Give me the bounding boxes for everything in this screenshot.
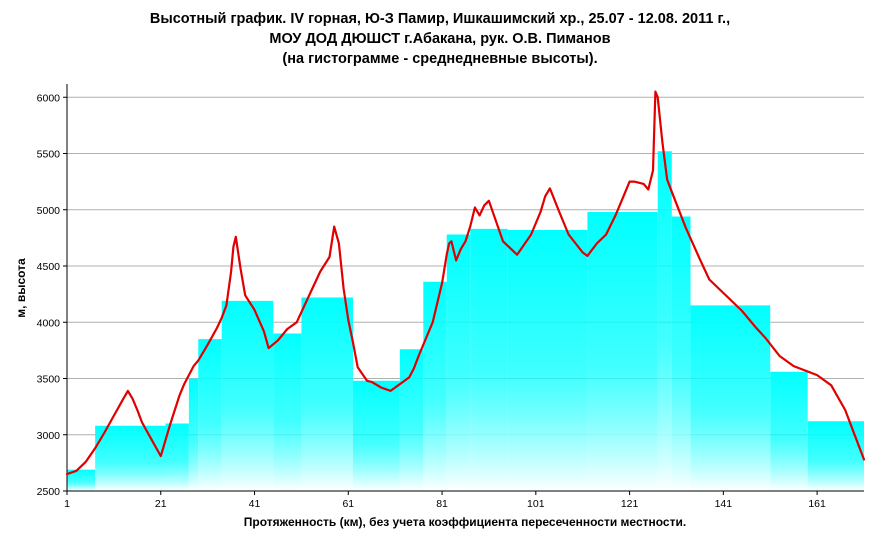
bar-series: [67, 151, 864, 491]
histogram-bar: [657, 151, 672, 491]
y-axis-label: м, высота: [14, 258, 28, 318]
histogram-bar: [352, 380, 400, 491]
x-tick-label: 61: [342, 498, 354, 510]
elevation-line: [65, 90, 866, 476]
y-tick-label: 5500: [37, 149, 61, 161]
axes: [66, 84, 864, 492]
x-tick-label: 101: [527, 498, 545, 510]
y-tick-label: 4000: [37, 317, 61, 329]
histogram-bar: [690, 305, 771, 491]
histogram-bar: [507, 230, 588, 491]
histogram-bar: [807, 421, 864, 491]
x-axis-label: Протяженность (км), без учета коэффициен…: [244, 515, 686, 529]
histogram-bar: [470, 228, 508, 491]
chart-title-line-3: (на гистограмме - среднедневные высоты).: [282, 51, 598, 67]
y-tick-label: 6000: [37, 92, 61, 104]
histogram-bar: [67, 469, 96, 491]
x-tick-label: 41: [249, 498, 261, 510]
histogram-bar: [198, 339, 222, 491]
histogram-bar: [770, 371, 808, 491]
x-tick-label: 21: [155, 498, 167, 510]
histogram-bar: [188, 378, 199, 491]
x-tick-label: 141: [715, 498, 733, 510]
y-tick-label: 4500: [37, 261, 61, 273]
histogram-bar: [165, 423, 189, 491]
chart-title-line-1: Высотный график. IV горная, Ю-З Памир, И…: [149, 11, 731, 27]
y-tick-label: 3000: [37, 430, 61, 442]
chart-title-line-2: МОУ ДОД ДЮШСТ г.Абакана, рук. О.В. Пиман…: [269, 31, 611, 47]
y-tick-label: 3500: [37, 374, 61, 386]
histogram-bar: [446, 234, 471, 491]
histogram-bar: [301, 297, 353, 491]
histogram-bar: [95, 425, 166, 491]
histogram-bar: [399, 349, 424, 491]
histogram-bar: [587, 212, 658, 491]
x-tick-label: 121: [621, 498, 639, 510]
x-tick-label: 161: [808, 498, 826, 510]
y-tick-label: 2500: [37, 486, 61, 498]
line-series: [65, 90, 866, 476]
histogram-bar: [423, 281, 447, 491]
x-tick-label: 81: [436, 498, 448, 510]
x-tick-label: 1: [64, 498, 70, 510]
histogram-bar: [273, 333, 302, 491]
histogram-bar: [671, 216, 691, 491]
histogram-bar: [221, 300, 274, 491]
chart-title: Высотный график. IV горная, Ю-З Памир, И…: [0, 9, 880, 69]
y-tick-label: 5000: [37, 205, 61, 217]
